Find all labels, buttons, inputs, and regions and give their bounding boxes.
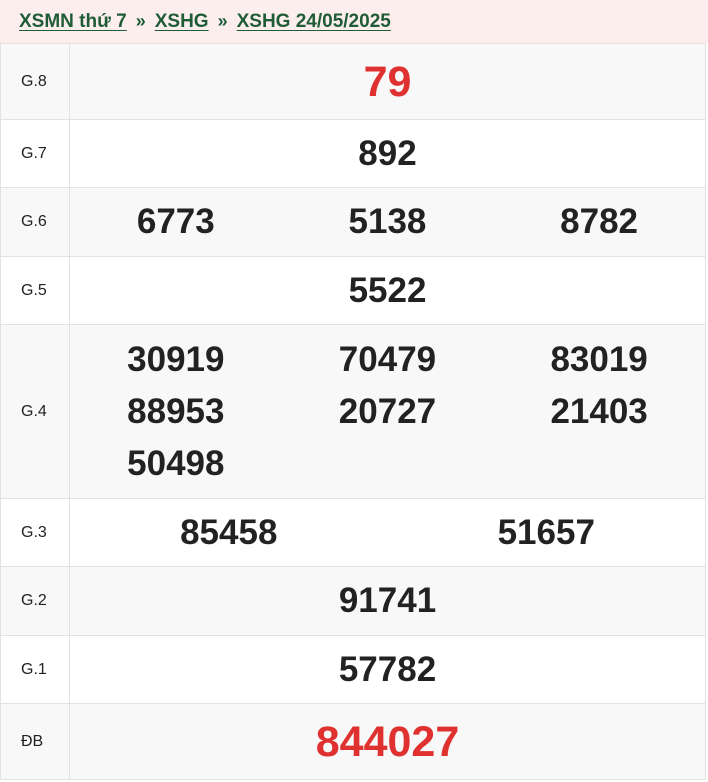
prize-number: 85458 bbox=[180, 512, 278, 552]
prize-number: 83019 bbox=[550, 339, 648, 379]
prize-number: 57782 bbox=[338, 649, 437, 689]
prize-numbers: 85458 51657 bbox=[69, 498, 706, 567]
prize-number: 50498 bbox=[127, 443, 225, 483]
prize-label: G.8 bbox=[0, 43, 70, 120]
prize-numbers: 844027 bbox=[69, 703, 706, 780]
prize-numbers: 91741 bbox=[69, 566, 706, 636]
prize-number: 88953 bbox=[127, 391, 225, 431]
prize-number: 20727 bbox=[338, 391, 437, 431]
prize-row: G.2 91741 bbox=[0, 566, 706, 636]
prize-number: 8782 bbox=[560, 202, 639, 241]
prize-number: 70479 bbox=[338, 339, 437, 379]
prize-label: G.4 bbox=[0, 324, 70, 499]
prize-numbers: 6773 5138 8782 bbox=[69, 187, 706, 257]
prize-label: G.1 bbox=[0, 635, 70, 704]
prize-label: G.6 bbox=[0, 187, 70, 257]
breadcrumb: XSMN thứ 7 » XSHG » XSHG 24/05/2025 bbox=[0, 0, 708, 43]
breadcrumb-link-date[interactable]: XSHG 24/05/2025 bbox=[236, 10, 391, 32]
prize-number: 5138 bbox=[348, 202, 427, 241]
prize-row: G.7 892 bbox=[0, 119, 706, 188]
prize-number: 844027 bbox=[315, 717, 460, 766]
breadcrumb-link-xsmn[interactable]: XSMN thứ 7 bbox=[19, 10, 127, 32]
prize-numbers: 5522 bbox=[69, 256, 706, 325]
prize-row: G.4 30919 70479 83019 88953 20727 21403 50498 bbox=[0, 324, 706, 499]
prize-number: 21403 bbox=[550, 391, 648, 431]
prize-row: G.6 6773 5138 8782 bbox=[0, 187, 706, 257]
prize-row: ĐB 844027 bbox=[0, 703, 706, 780]
results-table: G.8 79 G.7 892 G.6 6773 5138 8782 G.5 5522 G.4 3091… bbox=[0, 43, 706, 780]
prize-numbers: 892 bbox=[69, 119, 706, 188]
prize-number: 30919 bbox=[127, 339, 225, 379]
prize-number: 51657 bbox=[497, 512, 595, 552]
breadcrumb-link-xshg[interactable]: XSHG bbox=[154, 10, 209, 32]
prize-numbers: 57782 bbox=[69, 635, 706, 704]
breadcrumb-separator: » bbox=[135, 11, 146, 31]
prize-label: ĐB bbox=[0, 703, 70, 780]
prize-label: G.5 bbox=[0, 256, 70, 325]
prize-row: G.3 85458 51657 bbox=[0, 498, 706, 567]
prize-row: G.1 57782 bbox=[0, 635, 706, 704]
prize-row: G.5 5522 bbox=[0, 256, 706, 325]
breadcrumb-separator: » bbox=[217, 11, 228, 31]
prize-number: 5522 bbox=[348, 270, 427, 310]
prize-label: G.2 bbox=[0, 566, 70, 636]
prize-number: 79 bbox=[363, 57, 412, 106]
prize-numbers: 30919 70479 83019 88953 20727 21403 50498 bbox=[69, 324, 706, 499]
prize-number: 6773 bbox=[136, 202, 215, 241]
prize-number: 892 bbox=[358, 133, 417, 173]
prize-number: 91741 bbox=[338, 581, 437, 620]
prize-label: G.3 bbox=[0, 498, 70, 567]
prize-numbers: 79 bbox=[69, 43, 706, 120]
prize-row: G.8 79 bbox=[0, 43, 706, 120]
prize-label: G.7 bbox=[0, 119, 70, 188]
